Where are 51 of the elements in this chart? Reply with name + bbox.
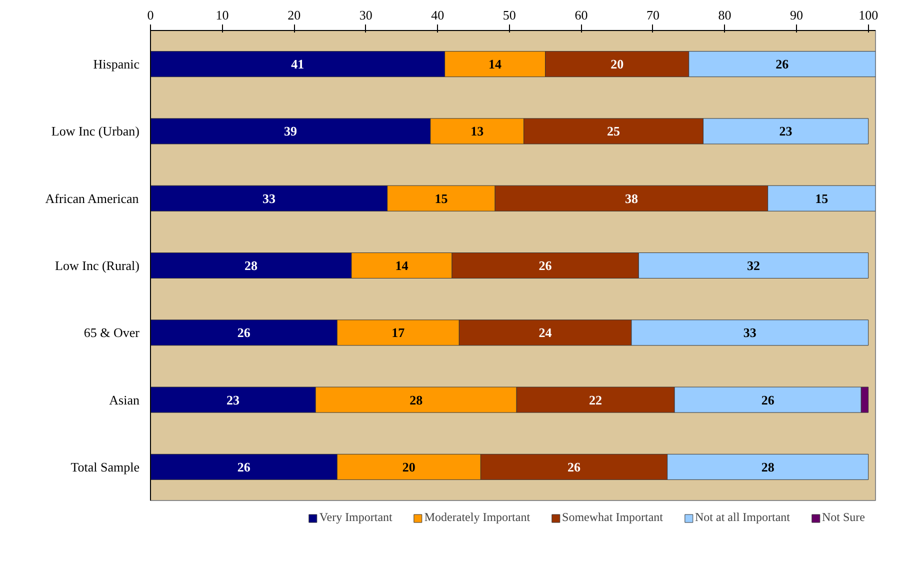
y-tick-label: Hispanic [93, 56, 140, 72]
data-label: 14 [395, 258, 409, 273]
data-label: 20 [402, 459, 416, 474]
x-tick-label: 40 [431, 8, 444, 22]
data-label: 13 [470, 124, 484, 139]
y-tick-label: Low Inc (Rural) [55, 258, 140, 273]
legend-label: Not Sure [822, 510, 865, 525]
x-tick-label: 100 [858, 8, 878, 22]
y-tick-label: Asian [109, 392, 140, 408]
y-tick-label: Total Sample [70, 459, 140, 474]
data-label: 26 [538, 258, 552, 273]
data-label: 26 [237, 325, 251, 340]
data-label: 14 [488, 56, 502, 72]
data-label: 23 [226, 392, 240, 408]
legend-label: Moderately Important [424, 510, 530, 525]
data-label: 38 [624, 190, 638, 206]
x-tick-label: 20 [288, 8, 301, 22]
data-label: 23 [779, 124, 793, 139]
data-label: 20 [610, 56, 624, 72]
data-label: 15 [815, 190, 829, 206]
y-tick-label: Low Inc (Urban) [51, 124, 140, 139]
data-label: 26 [237, 459, 251, 474]
data-label: 33 [743, 325, 757, 340]
x-tick-label: 60 [574, 8, 588, 22]
data-label: 32 [746, 258, 760, 273]
legend-label: Very Important [319, 510, 392, 525]
data-label: 28 [244, 258, 258, 273]
y-tick-label: African American [45, 190, 140, 206]
x-tick-label: 0 [147, 8, 154, 22]
data-label: 17 [392, 325, 406, 340]
legend-label: Somewhat Important [562, 510, 664, 525]
data-label: 22 [589, 392, 602, 408]
x-tick-label: 50 [502, 8, 516, 22]
data-label: 26 [761, 392, 775, 408]
data-label: 41 [291, 56, 304, 72]
data-label: 26 [776, 56, 790, 72]
data-label: 28 [410, 392, 424, 408]
data-label: 28 [761, 459, 775, 474]
data-label: 24 [538, 325, 552, 340]
data-label: 15 [434, 190, 448, 206]
data-label: 39 [284, 124, 298, 139]
data-label: 25 [606, 124, 620, 139]
y-tick-label: 65 & Over [84, 325, 140, 340]
legend-label: Not at all Important [695, 510, 790, 525]
x-tick-label: 80 [718, 8, 732, 22]
x-tick-label: 10 [216, 8, 229, 22]
x-tick-label: 90 [790, 8, 804, 22]
x-tick-label: 70 [646, 8, 660, 22]
x-tick-label: 30 [359, 8, 372, 22]
data-label: 33 [262, 190, 276, 206]
data-label: 26 [568, 459, 582, 474]
